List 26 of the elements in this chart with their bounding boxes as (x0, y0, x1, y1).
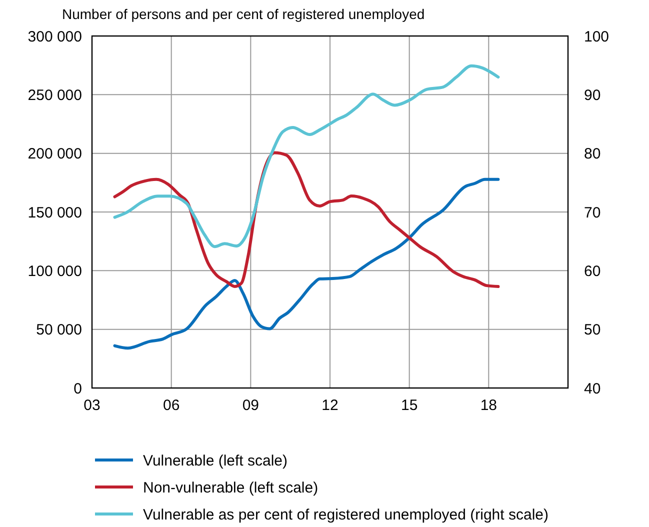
legend-label: Vulnerable (left scale) (143, 452, 288, 470)
y-tick-label: 200 000 (28, 146, 82, 163)
x-tick-label: 03 (84, 397, 100, 414)
legend-label: Non-vulnerable (left scale) (143, 479, 318, 496)
line-series (113, 64, 500, 248)
line-series (113, 178, 500, 350)
y-tick-label: 150 000 (28, 204, 82, 222)
y-tick-label: 50 000 (36, 322, 82, 339)
chart-title: Number of persons and per cent of registered unemployed (62, 6, 425, 22)
legend-label: Vulnerable as per cent of registered unemployed (right scale) (143, 506, 549, 524)
y2-tick-label: 40 (584, 380, 601, 398)
x-tick-label: 09 (242, 397, 260, 414)
y2-tick-label: 50 (584, 322, 601, 339)
y-tick-label: 0 (74, 380, 82, 398)
y2-tick-label: 70 (584, 204, 601, 222)
y-tick-label: 100 000 (28, 262, 82, 280)
x-tick-label: 18 (480, 397, 498, 414)
y2-tick-label: 100 (584, 28, 610, 46)
y2-tick-label: 60 (584, 262, 601, 280)
x-tick-label: 06 (162, 397, 180, 414)
x-tick-label: 12 (322, 397, 338, 414)
y2-tick-label: 90 (584, 86, 601, 104)
y-tick-label: 250 000 (28, 86, 82, 104)
x-tick-label: 15 (400, 397, 418, 414)
y2-tick-label: 80 (584, 146, 601, 163)
y-tick-label: 300 000 (28, 28, 82, 46)
